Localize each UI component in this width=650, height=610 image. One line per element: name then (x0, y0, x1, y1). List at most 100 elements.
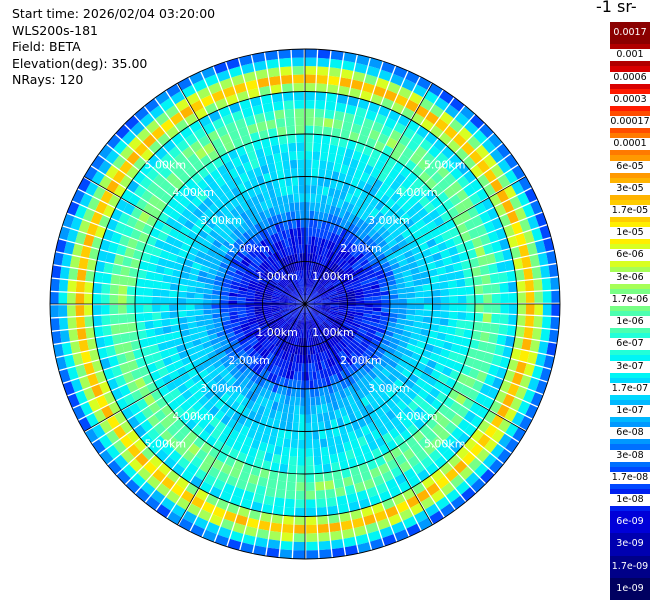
beta-cell (273, 232, 281, 242)
beta-cell (279, 321, 287, 329)
beta-cell (235, 383, 246, 394)
beta-cell (324, 394, 332, 404)
beta-cell (326, 259, 333, 269)
beta-cell (308, 311, 312, 320)
beta-cell (421, 214, 433, 225)
beta-cell (190, 333, 200, 341)
colorbar-tick-label: 6e-06 (610, 249, 650, 262)
beta-cell (58, 317, 69, 330)
beta-cell (231, 258, 241, 266)
beta-cell (305, 482, 315, 491)
scan-info: Start time: 2026/02/04 03:20:00 WLS200s-… (12, 6, 215, 89)
beta-cell (367, 370, 378, 380)
beta-cell (204, 283, 214, 290)
beta-cell (111, 264, 122, 275)
beta-cell (322, 186, 330, 196)
beta-cell (479, 233, 491, 246)
beta-cell (470, 428, 484, 443)
beta-cell (271, 306, 280, 310)
beta-cell (168, 146, 182, 159)
beta-cell (305, 312, 307, 321)
beta-cell (72, 243, 84, 257)
beta-cell (269, 322, 278, 329)
beta-cell (358, 462, 369, 474)
beta-cell (413, 252, 424, 261)
beta-cell (107, 241, 119, 254)
beta-cell (362, 352, 372, 361)
beta-cell (154, 359, 166, 370)
beta-cell (281, 292, 290, 298)
beta-cell (317, 49, 331, 59)
beta-cell (358, 231, 368, 241)
beta-cell (305, 304, 314, 307)
beta-cell (244, 270, 254, 277)
beta-cell (220, 392, 231, 404)
beta-cell (289, 396, 296, 406)
beta-cell (144, 320, 154, 330)
beta-cell (244, 455, 256, 466)
beta-cell (306, 550, 319, 559)
beta-cell (233, 328, 243, 336)
beta-cell (359, 221, 369, 232)
beta-cell (339, 327, 348, 334)
beta-cell (153, 219, 165, 231)
beta-cell (307, 287, 312, 297)
beta-cell (314, 387, 320, 397)
beta-cell (396, 282, 406, 289)
beta-cell (183, 219, 195, 230)
beta-cell (356, 54, 370, 66)
beta-cell (305, 185, 311, 194)
beta-cell (305, 261, 308, 271)
beta-cell (470, 164, 484, 179)
beta-cell (331, 277, 340, 284)
beta-cell (299, 312, 303, 321)
beta-cell (329, 357, 336, 366)
beta-cell (300, 380, 305, 389)
beta-cell (347, 308, 356, 312)
beta-cell (197, 406, 209, 418)
beta-cell (490, 164, 504, 178)
beta-cell (429, 510, 444, 525)
beta-cell (203, 122, 216, 135)
beta-cell (350, 363, 359, 373)
beta-cell (490, 240, 502, 253)
beta-cell (404, 218, 415, 229)
beta-cell (487, 230, 499, 243)
beta-cell (245, 301, 255, 304)
beta-cell (265, 316, 274, 322)
beta-cell (235, 514, 248, 526)
beta-cell (374, 269, 385, 277)
beta-cell (262, 327, 271, 334)
beta-cell (321, 322, 328, 331)
beta-cell (150, 370, 162, 382)
beta-cell (376, 346, 386, 355)
beta-cell (330, 306, 339, 310)
beta-cell (346, 290, 355, 295)
beta-cell (376, 327, 386, 335)
beta-cell (165, 339, 176, 349)
beta-cell (222, 278, 233, 285)
beta-cell (224, 436, 236, 448)
beta-cell (404, 378, 416, 390)
beta-cell (290, 282, 296, 291)
beta-cell (279, 298, 289, 302)
beta-cell (186, 316, 196, 323)
beta-cell (331, 461, 341, 472)
beta-cell (312, 159, 320, 169)
beta-cell (359, 190, 369, 201)
beta-cell (331, 401, 340, 411)
range-ring-label: 2.00km (340, 354, 382, 367)
beta-cell (288, 456, 297, 466)
beta-cell (551, 304, 560, 317)
beta-cell (511, 372, 524, 386)
beta-cell (463, 329, 473, 339)
range-ring-label: 5.00km (144, 438, 186, 451)
beta-cell (130, 258, 141, 269)
beta-cell (430, 469, 445, 483)
beta-cell (286, 255, 292, 265)
beta-cell (110, 274, 121, 285)
beta-cell (296, 270, 300, 280)
beta-cell (503, 224, 515, 238)
beta-cell (399, 212, 411, 224)
beta-cell (311, 291, 318, 299)
